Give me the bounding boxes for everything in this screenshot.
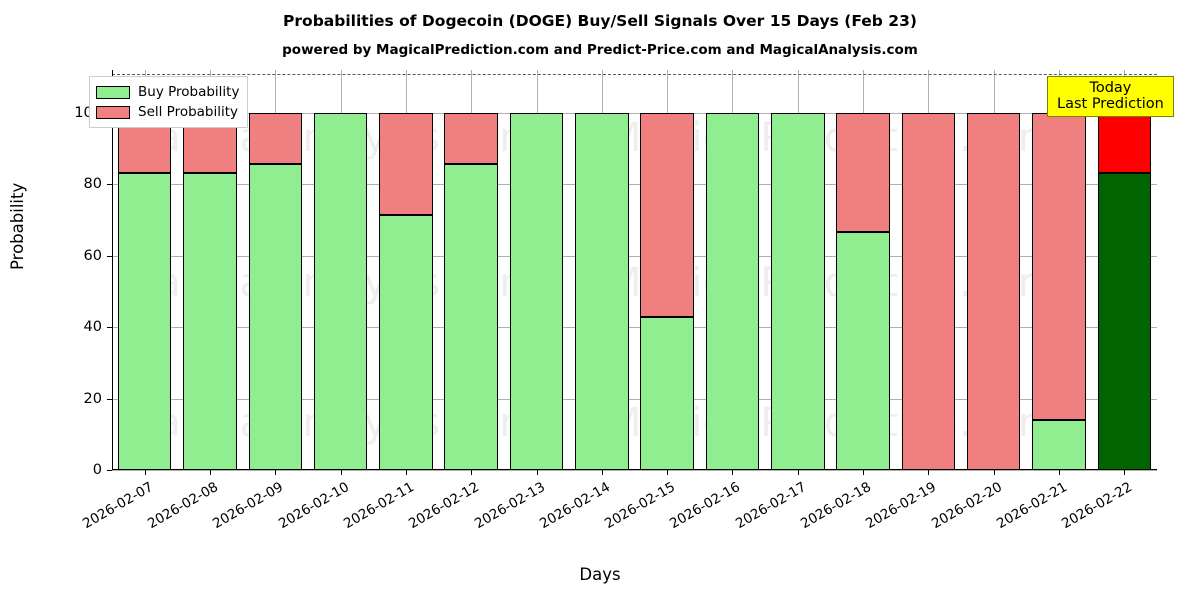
today-annotation-line1: Today [1089,80,1132,96]
bar-stacked [901,70,956,470]
bar-stacked [966,70,1021,470]
gridline-y [112,470,1157,471]
bar-segment-sell [1032,112,1086,420]
bar-segment-sell [640,112,694,317]
y-axis-label: Probability [8,182,27,270]
y-tick-label: 20 [83,390,102,407]
x-tick-mark [1059,470,1061,475]
bar-segment-sell [379,112,433,215]
x-tick-mark [405,470,407,475]
gridline-y [112,398,1157,400]
bar-stacked [509,70,564,470]
bar-segment-buy [640,316,694,470]
x-tick-mark [732,470,734,475]
bar-stacked [313,70,368,470]
legend-item-buy: Buy Probability [96,82,239,102]
x-tick-mark [797,470,799,475]
bar-segment-buy [183,172,237,470]
bar-segment-sell [248,112,303,164]
x-tick-mark [340,470,342,475]
bar-stacked [705,70,760,470]
x-tick-mark [993,470,995,475]
bar-segment-buy [379,215,433,470]
gridline-y [112,327,1157,329]
legend-swatch-buy-icon [96,85,130,99]
bar-stacked [248,70,303,470]
bar-segment-sell [966,112,1021,470]
plot-area: MagicalAnalysis.comMagicalPrediction.com… [74,70,1157,532]
x-tick-mark [1124,470,1126,475]
x-tick-mark [471,470,473,475]
x-tick-mark [601,470,603,475]
bar-segment-sell [1097,112,1152,173]
x-tick-mark [863,470,865,475]
x-tick-mark [275,470,277,475]
y-tick-label: 80 [83,176,102,193]
gridline-y [112,112,1157,114]
x-tick-mark [667,470,669,475]
x-tick-mark [144,470,146,475]
bar-segment-buy [705,112,760,470]
legend-item-sell: Sell Probability [96,102,239,122]
x-tick-mark [209,470,211,475]
x-tick-mark [536,470,538,475]
gridline-y [112,184,1157,186]
bar-stacked [640,70,694,470]
y-tick-mark [107,184,112,186]
plot-frame [112,70,1157,470]
bar-segment-buy [1032,420,1086,470]
today-annotation-line2: Last Prediction [1057,96,1164,113]
y-tick-label: 0 [92,462,102,478]
legend-label-buy: Buy Probability [138,84,240,100]
y-tick-mark [107,470,112,471]
bar-segment-sell [444,112,498,164]
y-tick-mark [107,327,112,329]
legend-label-sell: Sell Probability [138,104,239,120]
chart-title: Probabilities of Dogecoin (DOGE) Buy/Sel… [283,12,917,30]
y-tick-mark [107,255,112,257]
bar-segment-buy [771,112,825,470]
bar-segment-buy [444,163,498,470]
bar-segment-buy [117,172,172,470]
chart-legend: Buy Probability Sell Probability [89,76,249,128]
chart-subtitle: powered by MagicalPrediction.com and Pre… [282,42,918,58]
bar-stacked [771,70,825,470]
y-tick-mark [107,398,112,400]
bar-stacked [379,70,433,470]
bar-segment-sell [836,112,890,232]
x-axis-label: Days [579,565,621,584]
bar-segment-sell [901,112,956,470]
reference-dashed-line [112,73,1157,75]
legend-swatch-sell-icon [96,105,130,119]
bar-stacked [1032,70,1086,470]
y-tick-label: 60 [83,247,102,264]
bar-stacked [575,70,629,470]
bar-segment-buy [575,112,629,470]
gridline-y [112,255,1157,257]
bar-segment-buy [313,112,368,470]
bar-segment-buy [509,112,564,470]
x-tick-mark [928,470,930,475]
bar-today [1097,70,1152,470]
y-tick-label: 40 [83,319,102,336]
bar-stacked [444,70,498,470]
today-annotation: Today Last Prediction [1047,76,1174,118]
